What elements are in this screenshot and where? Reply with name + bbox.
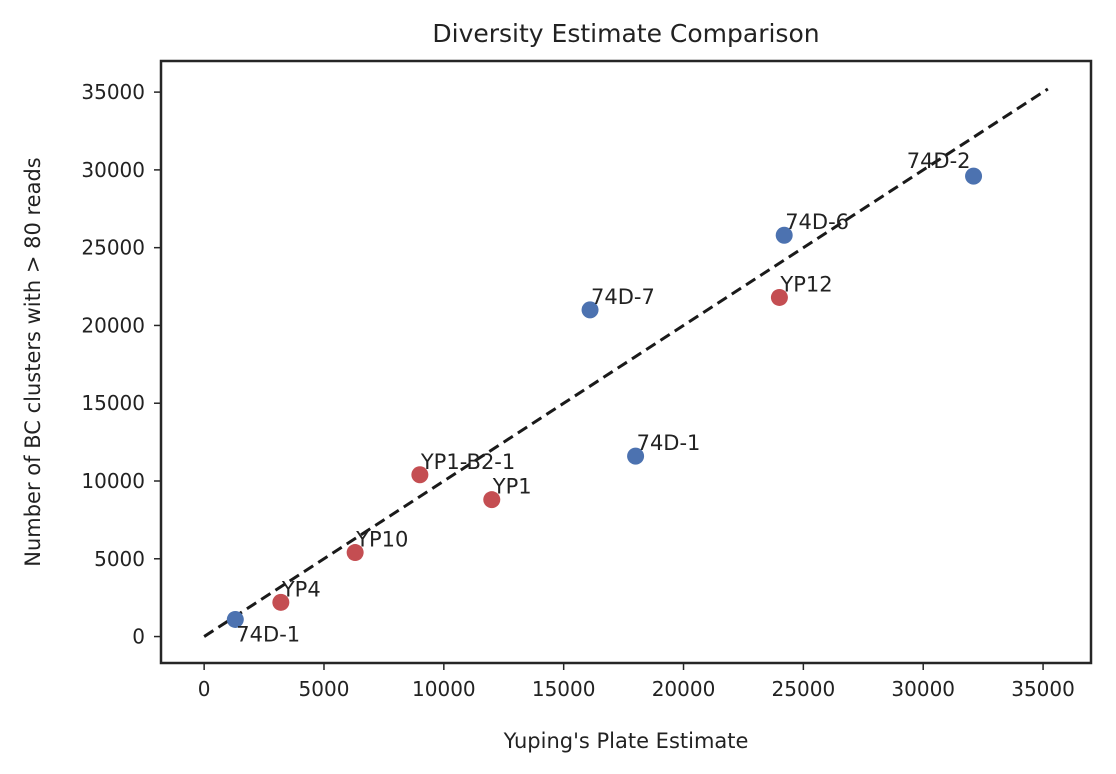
- point-label: YP10: [355, 528, 408, 552]
- y-tick-label: 25000: [81, 236, 145, 260]
- point-label: YP12: [779, 272, 832, 296]
- x-axis-label: Yuping's Plate Estimate: [503, 729, 749, 753]
- y-tick-label: 5000: [94, 547, 145, 571]
- x-tick-label: 15000: [532, 677, 596, 701]
- point-label: 74D-7: [591, 285, 655, 309]
- data-point: [770, 288, 788, 306]
- y-tick-label: 15000: [81, 391, 145, 415]
- x-tick-label: 5000: [299, 677, 350, 701]
- x-tick-label: 0: [198, 677, 211, 701]
- data-point: [965, 167, 983, 185]
- point-label: YP4: [281, 577, 321, 601]
- data-point: [483, 491, 501, 509]
- point-label: 74D-1: [236, 622, 300, 646]
- points-layer: [226, 167, 983, 628]
- y-tick-label: 20000: [81, 313, 145, 337]
- reference-line-layer: [203, 87, 1049, 638]
- y-tick-label: 30000: [81, 158, 145, 182]
- reference-line: [203, 87, 1049, 638]
- x-tick-label: 10000: [412, 677, 476, 701]
- y-tick-label: 0: [132, 625, 145, 649]
- point-label: 74D-2: [907, 149, 971, 173]
- point-label: YP1-B2-1: [420, 450, 515, 474]
- data-point: [411, 466, 429, 484]
- x-tick-label: 20000: [652, 677, 716, 701]
- x-tick-label: 35000: [1011, 677, 1075, 701]
- data-point: [581, 301, 599, 319]
- y-axis-label: Number of BC clusters with > 80 reads: [21, 157, 45, 567]
- plot-frame: [159, 59, 1093, 665]
- x-tick-label: 30000: [891, 677, 955, 701]
- data-point: [775, 226, 793, 244]
- data-point: [226, 610, 244, 628]
- x-tick-label: 25000: [772, 677, 836, 701]
- point-labels-layer: 74D-1 74D-7 74D-1 74D-6 74D-2 YP4 YP10 YP1-B2-1…: [236, 149, 970, 646]
- point-label: 74D-1: [637, 431, 701, 455]
- data-point: [346, 544, 364, 562]
- y-tick-label: 35000: [81, 80, 145, 104]
- data-point: [627, 447, 645, 465]
- point-label: 74D-6: [785, 210, 849, 234]
- y-tick-label: 10000: [81, 469, 145, 493]
- chart-title: Diversity Estimate Comparison: [432, 19, 819, 48]
- y-axis-ticks: 0 5000 10000 15000 20000 25000 30000 35000: [81, 80, 161, 649]
- x-axis-ticks: 0 5000 10000 15000 20000 25000 30000 35000: [198, 663, 1075, 701]
- point-label: YP1: [492, 475, 532, 499]
- data-point: [272, 593, 290, 611]
